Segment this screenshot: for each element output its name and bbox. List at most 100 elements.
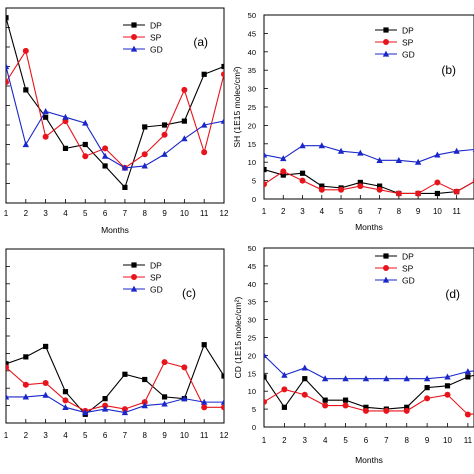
data-point-sp [357,183,364,190]
series-line-sp [6,361,224,412]
data-point-gd [337,147,345,154]
x-tick-label-b: 4 [320,207,325,216]
x-tick-label-b: 5 [339,207,344,216]
legend-marker-gd [130,45,138,52]
data-point-sp [464,411,471,418]
data-point-sp [264,398,267,405]
data-point-dp [221,373,224,379]
data-point-sp [102,145,109,152]
panel-b: 1 2 3 4 5 6 7 8 9 10 1105101520253035404550MonthsS… [232,11,474,232]
data-point-sp [318,186,325,193]
data-point-gd [464,368,472,375]
data-area-b [264,142,474,197]
data-point-dp [465,374,471,380]
x-tick-label-b: 11 [453,207,462,216]
y-tick-label-d: 10 [248,387,256,396]
data-point-sp [6,79,9,86]
x-tick-label-d: 6 [364,436,369,445]
data-point-gd [362,375,370,382]
data-point-dp [161,122,168,128]
data-point-sp [322,402,329,409]
x-tick-label-d: 8 [404,436,409,445]
legend-marker-gd [382,276,390,283]
data-point-sp [453,188,460,195]
data-point-sp [62,397,69,404]
data-area-a [6,15,224,190]
plot-frame-d [263,247,474,428]
data-point-dp [6,361,9,367]
data-point-sp [82,153,89,160]
plot-frame-c [5,248,225,424]
legend-marker-gd [382,50,390,57]
x-axis-label-b: Months [355,222,383,232]
y-tick-label-b: 0 [252,195,256,204]
legend-label-dp: DP [402,252,414,262]
data-point-gd [414,158,422,165]
x-tick-label-b: 9 [416,207,421,216]
legend-b: DP SP GD [375,26,415,60]
data-point-gd [220,117,224,124]
x-tick-label-c: 6 [103,431,108,440]
x-tick-label-c: 4 [63,431,68,440]
x-tick-label-a: 2 [24,209,29,218]
legend-label-gd: GD [402,50,415,60]
data-point-gd [200,121,208,128]
data-point-dp [376,183,383,189]
data-point-sp [221,404,224,411]
data-point-dp [201,342,207,348]
data-point-gd [444,373,451,380]
x-tick-label-b: 10 [433,207,442,216]
y-tick-label-b: 20 [248,121,256,130]
x-tick-label-c: 7 [123,431,128,440]
legend-marker-dp [131,262,137,268]
legend-label-sp: SP [402,264,414,274]
data-point-sp [201,149,208,156]
series-line-dp [264,374,474,410]
y-tick-label-b: 25 [248,103,256,112]
data-point-sp [141,399,148,406]
series-line-gd [6,394,224,414]
x-tick-label-d: 3 [303,436,308,445]
data-point-gd [141,162,148,169]
legend-label-sp: SP [150,273,162,283]
series-line-gd [264,145,474,163]
legend-marker-dp [383,27,389,33]
data-point-gd [423,375,431,382]
data-point-sp [102,402,109,409]
data-point-sp [221,71,224,78]
x-tick-label-b: 2 [281,207,286,216]
data-point-gd [161,150,168,157]
series-line-dp [6,17,224,189]
legend-label-gd: GD [150,45,163,55]
series-line-sp [264,170,474,195]
legend-label-dp: DP [150,261,162,271]
data-point-sp [395,190,402,197]
series-line-sp [6,49,224,169]
data-point-dp [62,145,69,151]
data-point-sp [281,386,288,393]
data-point-gd [280,155,287,162]
panel-tag-d: (d) [445,287,460,301]
data-point-gd [200,398,208,405]
data-point-gd [434,151,441,158]
panel-tag-b: (b) [441,63,456,77]
series-line-dp [264,169,474,195]
data-point-dp [424,385,430,391]
y-tick-label-d: 25 [248,334,256,343]
data-point-gd [281,371,288,378]
data-point-gd [62,113,69,120]
panel-tag-c: (c) [182,286,196,300]
data-point-gd [6,63,10,70]
data-point-gd [181,135,188,142]
data-point-dp [23,354,29,360]
data-point-sp [383,407,390,414]
x-tick-label-c: 3 [43,431,48,440]
legend-label-dp: DP [402,26,414,36]
y-tick-label-b: 35 [248,66,256,75]
data-point-dp [62,389,69,395]
x-tick-label-c: 1 [4,431,9,440]
y-tick-label-d: 5 [252,405,256,414]
data-point-gd [42,391,49,398]
data-point-sp [201,404,208,411]
